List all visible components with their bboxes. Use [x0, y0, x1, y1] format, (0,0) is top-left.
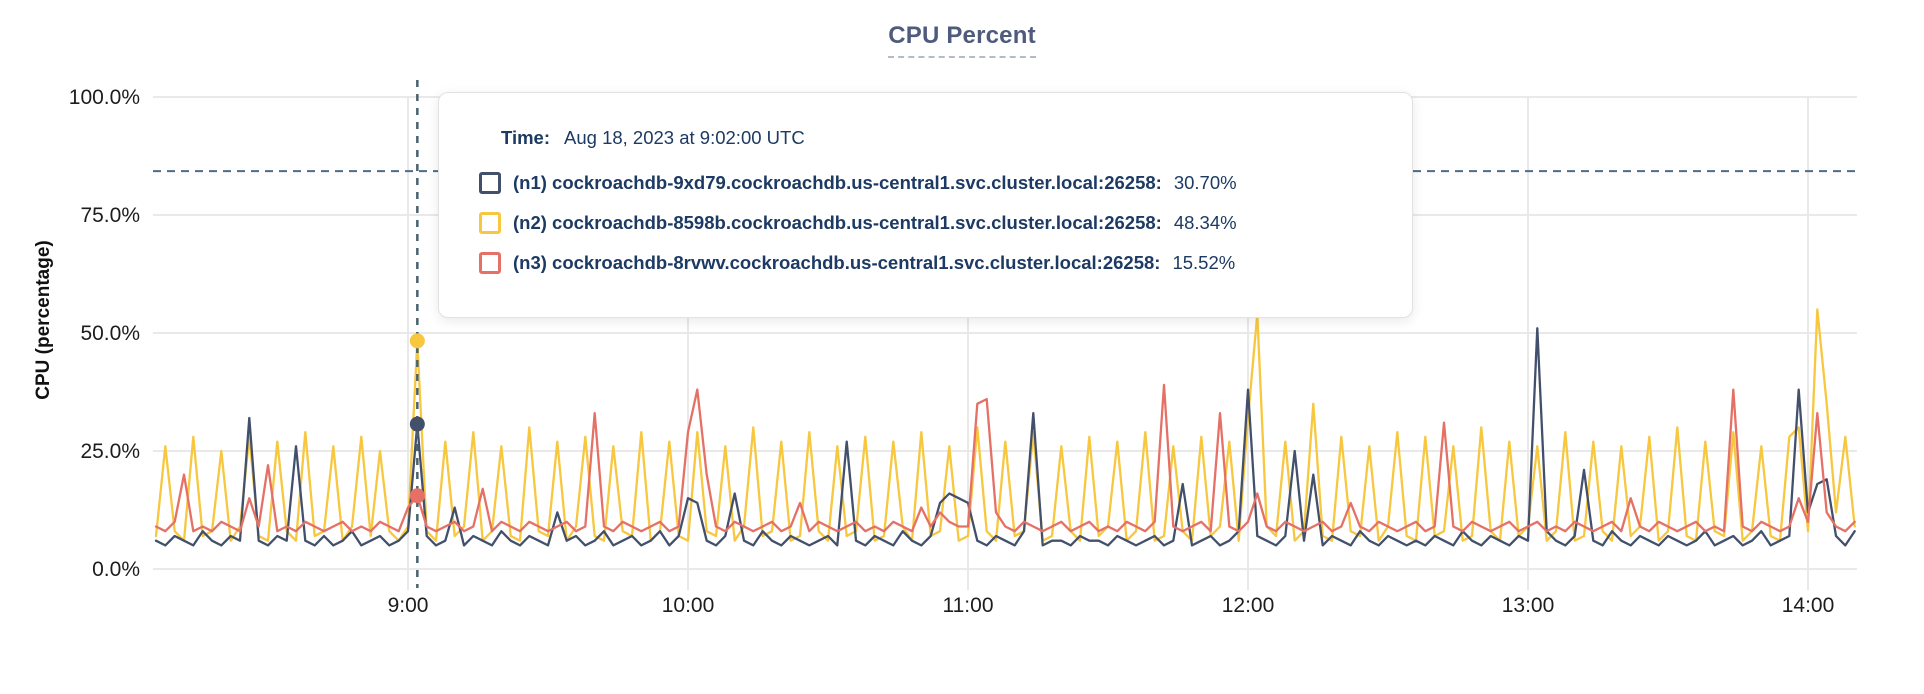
y-tick-label: 75.0%: [80, 204, 140, 227]
hover-dot-n1: [409, 416, 425, 432]
series-line-n3: [154, 383, 1856, 533]
tooltip-time-row: Time: Aug 18, 2023 at 9:02:00 UTC: [501, 123, 1372, 153]
series-value-n2: 48.34%: [1173, 212, 1237, 233]
y-tick-label: 0.0%: [92, 558, 140, 581]
tooltip-time-value: Aug 18, 2023 at 9:02:00 UTC: [564, 127, 805, 148]
tooltip-series-row-n2: (n2) cockroachdb-8598b.cockroachdb.us-ce…: [479, 203, 1372, 243]
hover-dot-n3: [409, 488, 425, 504]
series-line-n2: [154, 308, 1856, 542]
tooltip-time-label: Time:: [501, 127, 551, 148]
legend-swatch-n1-icon: [479, 172, 501, 194]
series-name-n3: (n3) cockroachdb-8rvwv.cockroachdb.us-ce…: [513, 252, 1161, 273]
x-tick-label: 12:00: [1222, 594, 1275, 617]
series-line-n1: [154, 327, 1856, 547]
series-value-n3: 15.52%: [1172, 252, 1236, 273]
chart-tooltip: Time: Aug 18, 2023 at 9:02:00 UTC (n1) c…: [438, 92, 1413, 318]
legend-swatch-n2-icon: [479, 212, 501, 234]
series-name-n2: (n2) cockroachdb-8598b.cockroachdb.us-ce…: [513, 212, 1162, 233]
chart-title-wrap: CPU Percent: [0, 22, 1924, 58]
x-tick-label: 13:00: [1502, 594, 1555, 617]
y-tick-label: 25.0%: [80, 440, 140, 463]
y-tick-label: 100.0%: [69, 86, 140, 109]
tooltip-series-row-n3: (n3) cockroachdb-8rvwv.cockroachdb.us-ce…: [479, 243, 1372, 283]
y-tick-label: 50.0%: [80, 322, 140, 345]
tooltip-series-list: (n1) cockroachdb-9xd79.cockroachdb.us-ce…: [479, 163, 1372, 283]
x-tick-label: 11:00: [943, 594, 994, 617]
x-tick-label: 9:00: [388, 594, 429, 617]
series-name-n1: (n1) cockroachdb-9xd79.cockroachdb.us-ce…: [513, 172, 1162, 193]
x-tick-label: 10:00: [662, 594, 715, 617]
legend-swatch-n3-icon: [479, 252, 501, 274]
hover-dot-n2: [409, 333, 425, 349]
series-value-n1: 30.70%: [1173, 172, 1237, 193]
tooltip-series-row-n1: (n1) cockroachdb-9xd79.cockroachdb.us-ce…: [479, 163, 1372, 203]
chart-title[interactable]: CPU Percent: [888, 22, 1036, 58]
x-tick-label: 14:00: [1782, 594, 1835, 617]
